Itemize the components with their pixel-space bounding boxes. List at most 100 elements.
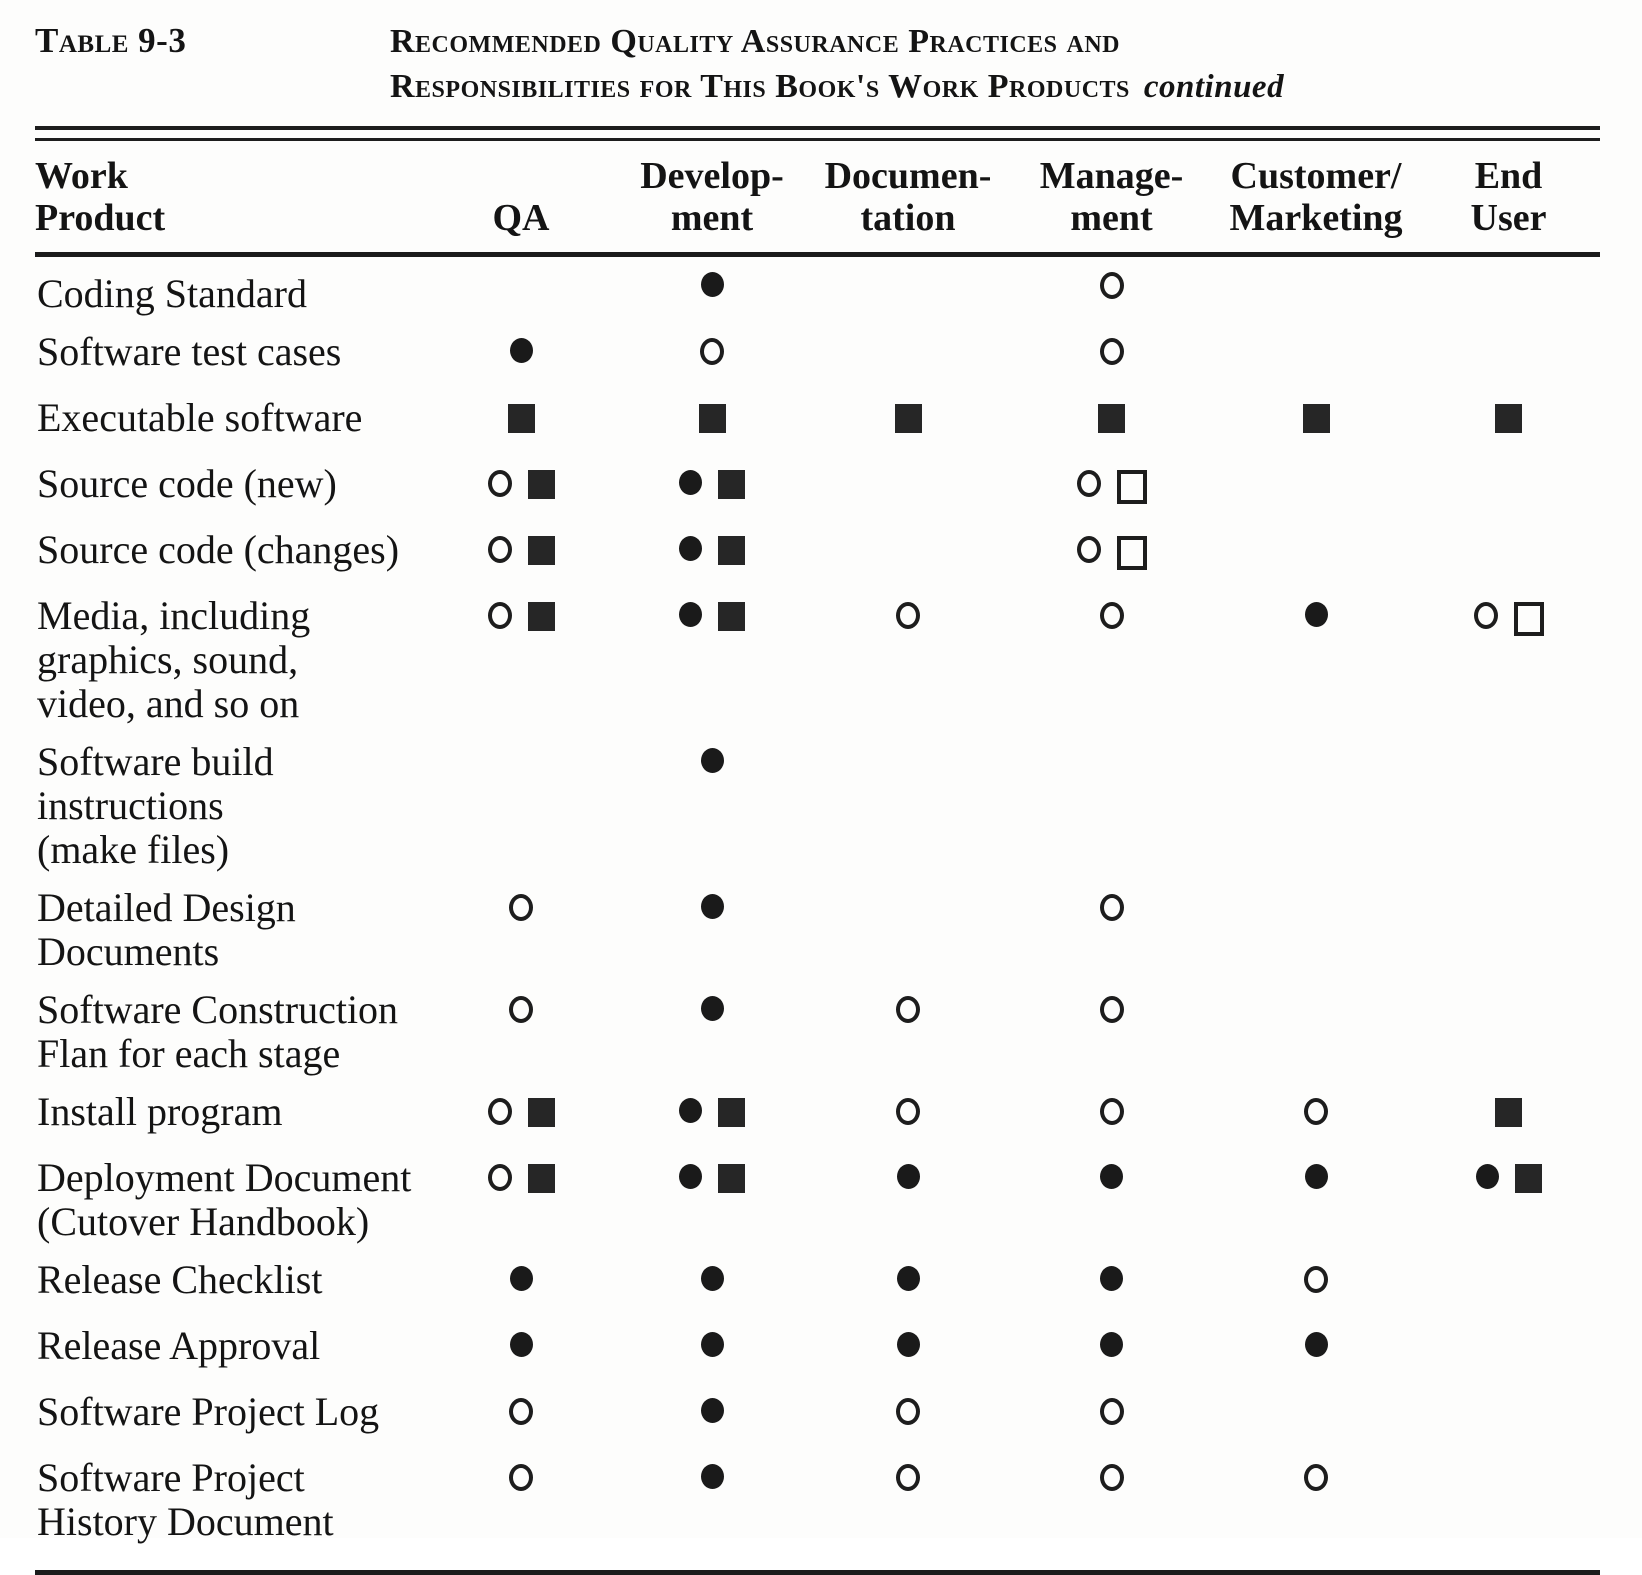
table-row: Software Project Log — [35, 1383, 1600, 1449]
table-row: Coding Standard — [35, 254, 1600, 323]
responsibility-cell-end-user — [1417, 879, 1600, 981]
responsibility-cell-customer-marketing — [1215, 254, 1417, 323]
open-circle-icon — [509, 893, 533, 921]
responsibility-cell-customer-marketing — [1215, 587, 1417, 733]
open-square-icon — [1116, 535, 1147, 570]
responsibility-cell-management — [1008, 1149, 1215, 1251]
responsibility-cell-management — [1008, 879, 1215, 981]
work-product-label: Release Checklist — [37, 1256, 323, 1302]
work-product-label: Source code (changes) — [37, 526, 400, 572]
responsibility-cell-management — [1008, 254, 1215, 323]
responsibility-cell-development — [616, 1083, 808, 1149]
filled-square-icon — [527, 469, 555, 499]
table-title: Recommended Quality Assurance Practices … — [390, 20, 1284, 110]
responsibility-cell-documentation — [808, 1149, 1008, 1251]
responsibility-cell-customer-marketing — [1215, 1083, 1417, 1149]
open-circle-icon — [1099, 1463, 1124, 1491]
table-label: Table 9-3 — [35, 21, 187, 60]
responsibility-cell-customer-marketing — [1215, 981, 1417, 1083]
filled-square-icon — [527, 601, 555, 631]
table-title-line-1: Recommended Quality Assurance Practices … — [390, 23, 1121, 60]
work-product-label: Detailed Design Documents — [37, 884, 296, 974]
filled-square-icon — [527, 535, 555, 565]
open-circle-icon — [896, 1463, 920, 1491]
filled-circle-icon — [679, 1163, 702, 1189]
open-circle-icon — [487, 469, 512, 497]
open-circle-icon — [1304, 1463, 1328, 1491]
responsibility-cell-management — [1008, 587, 1215, 733]
col-header-work-product: Work Product — [35, 140, 426, 257]
responsibility-cell-qa — [426, 1149, 616, 1251]
open-circle-icon — [1099, 1397, 1124, 1425]
open-circle-icon — [487, 535, 512, 563]
work-product-label: Software Project Log — [37, 1388, 380, 1434]
responsibility-cell-qa — [426, 587, 616, 733]
work-product-label: Source code (new) — [37, 460, 337, 506]
responsibility-cell-management — [1008, 521, 1215, 587]
responsibility-cell-documentation — [808, 389, 1008, 455]
filled-circle-icon — [1100, 1163, 1123, 1189]
responsibility-cell-end-user — [1417, 1251, 1600, 1317]
responsibility-cell-development — [616, 521, 808, 587]
responsibility-cell-qa — [426, 254, 616, 323]
col-header-documentation: Documen- tation — [808, 140, 1008, 257]
responsibility-cell-management — [1008, 1317, 1215, 1383]
responsibility-cell-end-user — [1417, 1149, 1600, 1251]
responsibility-cell-qa — [426, 323, 616, 389]
responsibility-cell-qa — [426, 1083, 616, 1149]
responsibility-cell-qa — [426, 1317, 616, 1383]
filled-circle-icon — [700, 1463, 724, 1489]
responsibility-cell-documentation — [808, 879, 1008, 981]
responsibility-cell-management — [1008, 455, 1215, 521]
table-row: Install program — [35, 1083, 1600, 1149]
responsibility-cell-management — [1008, 323, 1215, 389]
table-row: Software test cases — [35, 323, 1600, 389]
open-circle-icon — [509, 1463, 533, 1491]
open-circle-icon — [1473, 601, 1498, 629]
responsibility-cell-development — [616, 323, 808, 389]
responsibility-cell-development — [616, 1317, 808, 1383]
responsibility-cell-customer-marketing — [1215, 1251, 1417, 1317]
table-caption: Table 9-3 Recommended Quality Assurance … — [35, 20, 1600, 110]
open-circle-icon — [1099, 995, 1124, 1023]
filled-square-icon — [1302, 403, 1330, 433]
responsibility-cell-development — [616, 254, 808, 323]
work-product-label: Executable software — [37, 394, 363, 440]
responsibility-cell-management — [1008, 1383, 1215, 1449]
filled-square-icon — [1495, 403, 1522, 433]
filled-square-icon — [527, 1097, 555, 1127]
responsibility-cell-end-user — [1417, 1448, 1600, 1575]
responsibility-cell-documentation — [808, 981, 1008, 1083]
filled-circle-icon — [509, 1265, 533, 1291]
qa-practices-table: Work Product QA Develop- ment Documen- t… — [35, 140, 1600, 1575]
work-product-label: Software Project History Document — [35, 1448, 426, 1575]
responsibility-cell-qa — [426, 1448, 616, 1575]
responsibility-cell-qa — [426, 981, 616, 1083]
filled-square-icon — [894, 403, 922, 433]
responsibility-cell-development — [616, 1149, 808, 1251]
work-product-label: Software Construction Flan for each stag… — [37, 986, 399, 1076]
filled-square-icon — [1495, 1097, 1522, 1127]
responsibility-cell-documentation — [808, 733, 1008, 879]
responsibility-cell-development — [616, 1383, 808, 1449]
open-circle-icon — [896, 995, 920, 1023]
responsibility-cell-management — [1008, 1448, 1215, 1575]
table-row: Software Construction Flan for each stag… — [35, 981, 1600, 1083]
table-top-double-rule — [35, 125, 1600, 141]
open-circle-icon — [509, 1397, 533, 1425]
table-title-line-2-text: Responsibilities for This Book's Work Pr… — [390, 67, 1130, 105]
open-circle-icon — [487, 601, 512, 629]
open-square-icon — [1513, 601, 1544, 636]
filled-circle-icon — [700, 271, 724, 297]
open-circle-icon — [1099, 893, 1124, 921]
table-row: Deployment Document (Cutover Handbook) — [35, 1149, 1600, 1251]
responsibility-cell-customer-marketing — [1215, 733, 1417, 879]
open-circle-icon — [896, 1397, 920, 1425]
filled-circle-icon — [679, 601, 702, 627]
responsibility-cell-customer-marketing — [1215, 455, 1417, 521]
work-product-label: Software test cases — [37, 328, 342, 374]
responsibility-cell-development — [616, 981, 808, 1083]
filled-circle-icon — [700, 1397, 724, 1423]
table-row: Software build instructions (make files) — [35, 733, 1600, 879]
